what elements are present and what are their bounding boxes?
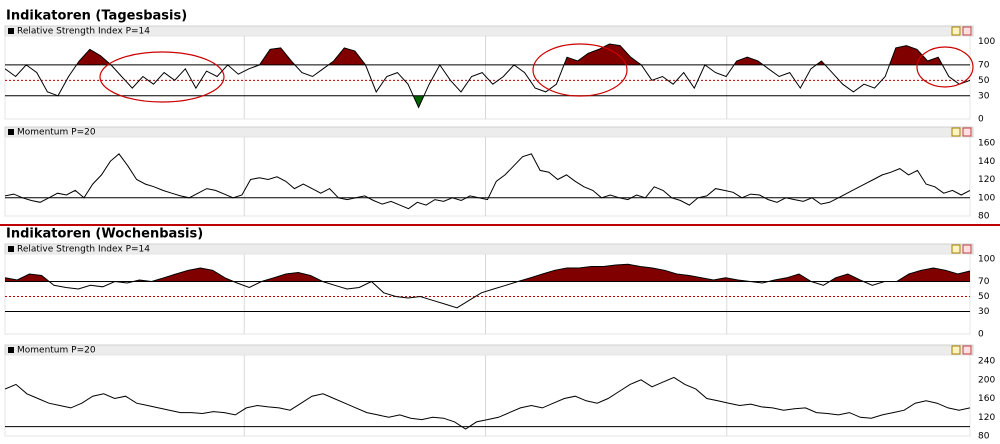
indicator-panel: Relative Strength Index P=14 0 30 50 70 100 (4, 25, 995, 125)
plot-frame (4, 354, 971, 437)
panel-icon (8, 129, 14, 135)
panels: Relative Strength Index P=140305070100Mo… (4, 25, 995, 442)
y-tick-label: 160 (978, 139, 995, 149)
indicator-panel: Relative Strength Index P=14 0 30 50 70 100 (4, 243, 995, 340)
highlight-ellipse (532, 43, 628, 97)
indicator-line (5, 376, 970, 430)
panel-icon (8, 28, 14, 34)
plot-frame (4, 136, 971, 217)
panel-title: Momentum P=20 (17, 128, 96, 138)
panel-button[interactable] (951, 345, 961, 355)
y-tick-label: 70 (978, 277, 990, 287)
panel-title-bar (4, 344, 974, 356)
panel-title-bar (4, 126, 974, 138)
y-tick-label: 50 (978, 76, 990, 86)
y-tick-label: 120 (978, 413, 995, 423)
y-tick-label: 200 (978, 375, 995, 385)
panel-title-bar (4, 25, 974, 37)
overbought-area (5, 264, 970, 282)
y-tick-label: 140 (978, 157, 995, 167)
y-tick-label: 100 (978, 255, 995, 265)
annotations (99, 43, 974, 103)
panel-button[interactable] (951, 244, 961, 254)
section-header: Indikatoren (Wochenbasis) (6, 227, 203, 242)
y-tick-label: 30 (978, 91, 990, 101)
panel-title: Relative Strength Index P=14 (17, 245, 150, 255)
panel-title: Momentum P=20 (17, 346, 96, 356)
panel-button[interactable] (951, 127, 961, 137)
panel-title: Relative Strength Index P=14 (17, 27, 150, 37)
panel-button[interactable] (951, 26, 961, 36)
panel-button[interactable] (962, 244, 972, 254)
panel-button[interactable] (962, 345, 972, 355)
y-tick-label: 100 (978, 193, 995, 203)
overbought-area (5, 44, 970, 65)
section-header: Indikatoren (Tagesbasis) (6, 9, 187, 24)
y-tick-label: 50 (978, 292, 990, 302)
y-tick-label: 100 (978, 37, 995, 47)
indicator-line (5, 263, 970, 309)
plot-frame (4, 35, 971, 120)
indicator-panel: Momentum P=20 80 120 160 200 240 (4, 344, 995, 442)
indicator-line (5, 153, 970, 210)
highlight-ellipse (99, 51, 225, 103)
panel-icon (8, 246, 14, 252)
indicator-panel: Momentum P=20 80 100 120 140 160 (4, 126, 995, 222)
y-tick-label: 30 (978, 307, 990, 317)
y-tick-label: 80 (978, 212, 990, 222)
y-tick-label: 120 (978, 175, 995, 185)
indicator-line (5, 43, 970, 109)
y-tick-label: 0 (978, 330, 984, 340)
panel-icon (8, 347, 14, 353)
panel-button[interactable] (962, 127, 972, 137)
y-tick-label: 0 (978, 115, 984, 125)
y-tick-label: 70 (978, 60, 990, 70)
y-tick-label: 160 (978, 394, 995, 404)
y-tick-label: 240 (978, 357, 995, 367)
y-tick-label: 80 (978, 432, 990, 442)
plot-frame (4, 253, 971, 335)
panel-button[interactable] (962, 26, 972, 36)
panel-title-bar (4, 243, 974, 255)
highlight-ellipse (916, 46, 974, 88)
